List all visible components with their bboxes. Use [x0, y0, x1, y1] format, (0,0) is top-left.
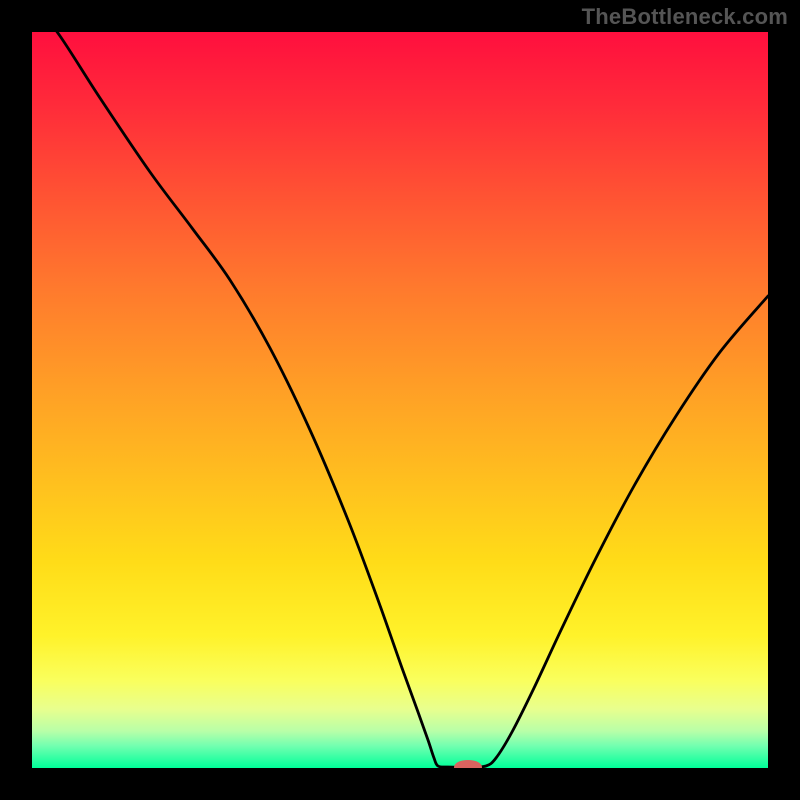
bottleneck-chart: [0, 0, 800, 800]
watermark-text: TheBottleneck.com: [582, 4, 788, 30]
plot-background-gradient: [32, 32, 768, 768]
